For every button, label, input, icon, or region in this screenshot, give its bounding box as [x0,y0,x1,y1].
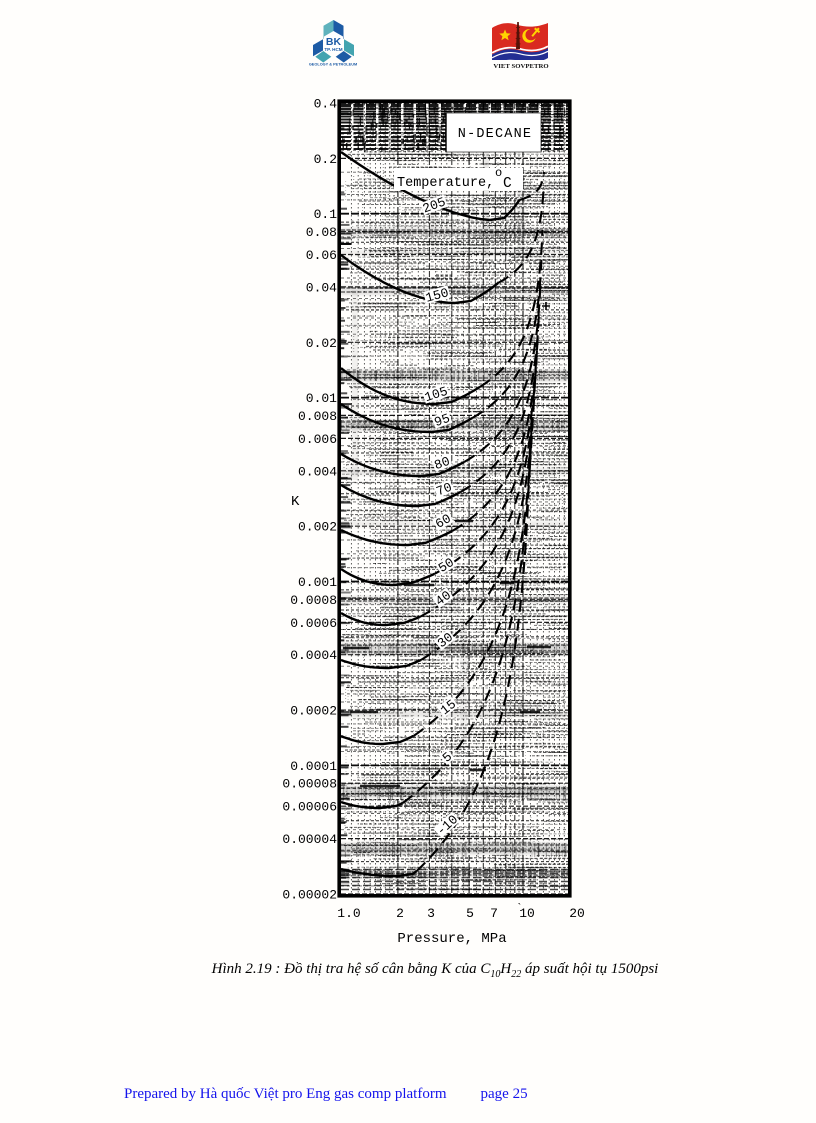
svg-text:BK: BK [326,36,342,48]
svg-text:20: 20 [569,906,585,921]
svg-text:7: 7 [490,906,498,921]
svg-text:0.002: 0.002 [298,520,337,535]
svg-text:C: C [503,176,512,192]
svg-text:0.0004: 0.0004 [290,648,337,663]
svg-text:1.0: 1.0 [337,906,360,921]
svg-text:0.0008: 0.0008 [290,593,337,608]
svg-text:3: 3 [427,906,435,921]
svg-text:0.4: 0.4 [314,97,338,112]
svg-text:50: 50 [436,555,457,576]
svg-text:70: 70 [434,480,454,500]
svg-text:2: 2 [396,906,404,921]
svg-text:150: 150 [424,285,450,306]
svg-text:40: 40 [433,588,454,609]
svg-text:0.0001: 0.0001 [290,759,337,774]
svg-text:0.008: 0.008 [298,409,337,424]
svg-text:0.001: 0.001 [298,575,337,590]
svg-text:`: ` [516,902,523,915]
svg-text:0.06: 0.06 [306,248,337,263]
svg-text:o: o [495,166,502,180]
svg-text:Pressure, MPa: Pressure, MPa [397,931,506,947]
svg-text:0.01: 0.01 [306,391,337,406]
svg-text:TP. HCM: TP. HCM [324,47,342,52]
svg-text:0.08: 0.08 [306,225,337,240]
svg-text:0.02: 0.02 [306,336,337,351]
svg-text:0.004: 0.004 [298,464,337,479]
svg-text:K: K [291,494,300,510]
svg-text:N-DECANE: N-DECANE [458,127,532,142]
svg-text:0.04: 0.04 [306,280,337,295]
svg-text:10: 10 [519,906,535,921]
svg-text:0.2: 0.2 [314,152,337,167]
svg-text:0.00006: 0.00006 [282,800,337,815]
svg-text:5: 5 [466,906,474,921]
svg-text:60: 60 [433,511,454,532]
svg-text:0.0002: 0.0002 [290,704,337,719]
svg-text:0.0006: 0.0006 [290,616,337,631]
svg-text:-10: -10 [434,812,461,839]
svg-text:105: 105 [423,384,450,405]
svg-text:Temperature,: Temperature, [397,176,494,191]
svg-text:0.00008: 0.00008 [282,777,337,792]
svg-text:0.00002: 0.00002 [282,888,337,903]
svg-text:0.00004: 0.00004 [282,832,337,847]
svg-text:95: 95 [432,411,452,430]
svg-text:0.1: 0.1 [314,207,338,222]
svg-text:80: 80 [432,454,452,473]
svg-text:0.006: 0.006 [298,432,337,447]
